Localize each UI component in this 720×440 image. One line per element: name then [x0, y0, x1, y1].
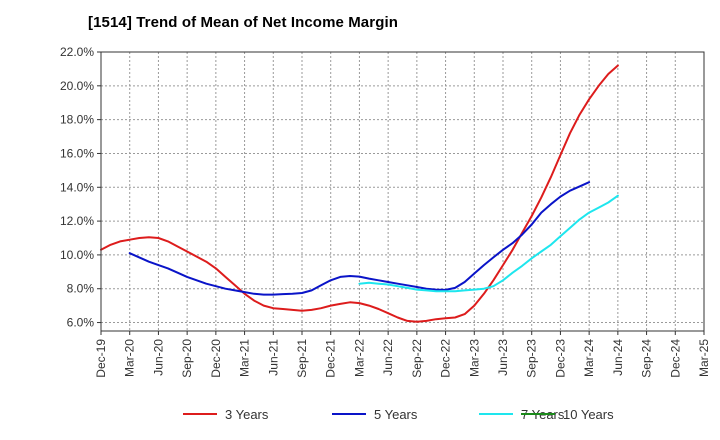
x-tick-label: Jun-22 [381, 339, 395, 376]
series-line-7-years [358, 194, 619, 293]
x-tick-label: Dec-22 [439, 339, 453, 378]
x-tick-label: Jun-23 [496, 339, 510, 376]
x-tick-label: Sep-21 [295, 339, 309, 378]
x-tick-label: Dec-19 [94, 339, 108, 378]
y-tick-label: 10.0% [60, 248, 94, 262]
legend-label: 5 Years [374, 407, 418, 422]
y-tick-label: 20.0% [60, 79, 94, 93]
x-tick-label: Mar-23 [467, 339, 481, 377]
legend-item-10-years: 10 Years [521, 407, 614, 422]
x-tick-label: Jun-21 [266, 339, 280, 376]
x-tick-label: Sep-23 [525, 339, 539, 378]
y-tick-label: 8.0% [67, 282, 95, 296]
legend-item-3-years: 3 Years [183, 407, 269, 422]
x-tick-label: Dec-23 [553, 339, 567, 378]
x-tick-label: Dec-20 [209, 339, 223, 378]
x-tick-label: Dec-21 [324, 339, 338, 378]
legend-item-5-years: 5 Years [332, 407, 418, 422]
y-tick-label: 14.0% [60, 180, 94, 194]
y-tick-label: 16.0% [60, 146, 94, 160]
y-tick-label: 22.0% [60, 45, 94, 59]
y-tick-label: 18.0% [60, 113, 94, 127]
y-tick-label: 6.0% [67, 316, 95, 330]
series-line-5-years [128, 181, 591, 296]
x-tick-label: Mar-21 [238, 339, 252, 377]
series-line-3-years [100, 64, 619, 323]
legend-label: 10 Years [563, 407, 614, 422]
x-tick-label: Jun-24 [611, 339, 625, 376]
x-tick-label: Jun-20 [151, 339, 165, 376]
x-tick-label: Mar-25 [697, 339, 711, 377]
chart-title: [1514] Trend of Mean of Net Income Margi… [88, 14, 398, 31]
x-tick-label: Mar-20 [123, 339, 137, 377]
x-tick-label: Dec-24 [668, 339, 682, 378]
x-tick-label: Sep-22 [410, 339, 424, 378]
legend-label: 3 Years [225, 407, 269, 422]
x-tick-label: Mar-24 [582, 339, 596, 377]
y-tick-label: 12.0% [60, 214, 94, 228]
x-tick-label: Mar-22 [352, 339, 366, 377]
x-tick-label: Sep-24 [640, 339, 654, 378]
x-tick-label: Sep-20 [180, 339, 194, 378]
plot-border [100, 51, 705, 332]
series-lines [100, 64, 619, 323]
y-axis-ticks: 6.0% 8.0% 10.0% 12.0% 14.0% 16.0% 18.0% 20.0% 22… [60, 45, 101, 330]
x-axis-ticks: Dec-19 Mar-20 Jun-20 Sep-20 Dec-20 Mar-21 Jun-… [94, 331, 711, 378]
